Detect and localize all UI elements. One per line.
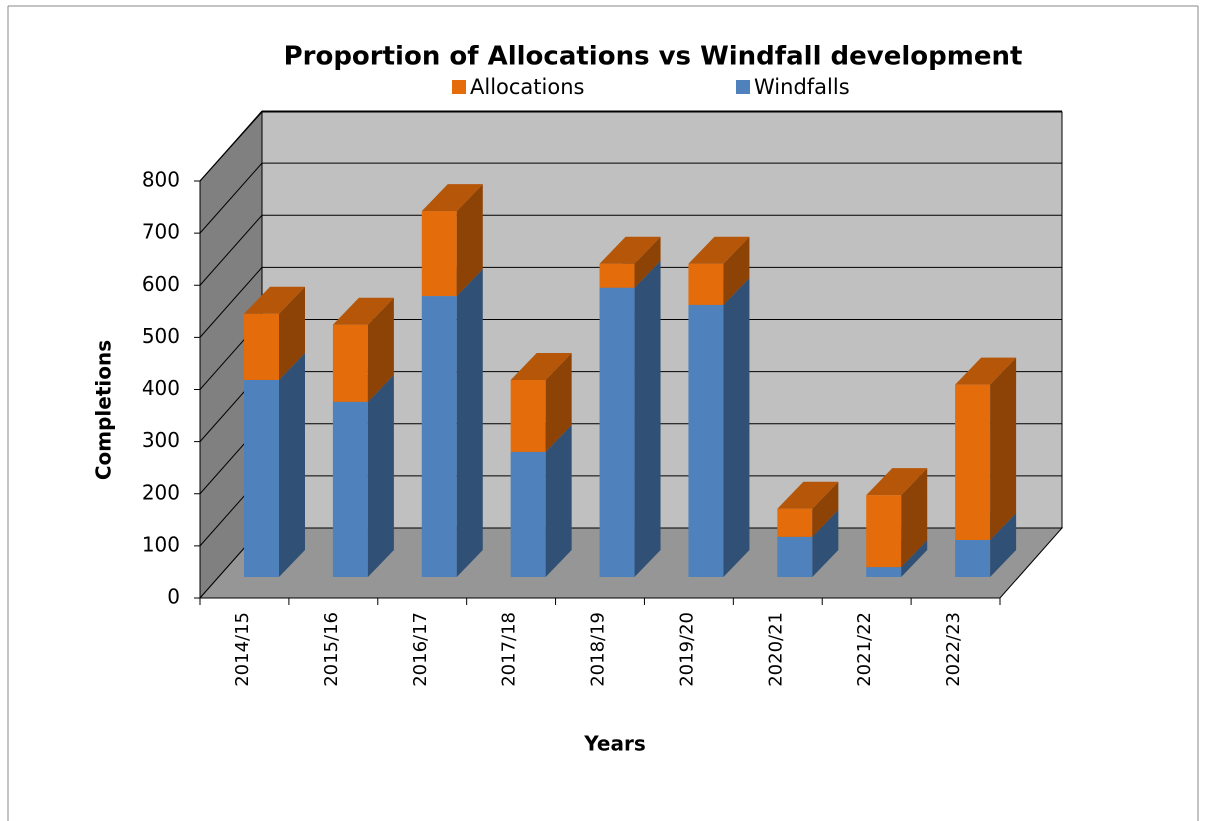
bar-side [367,297,394,402]
bar-front [688,304,724,577]
legend-swatch [452,80,466,94]
y-axis-label: Completions [92,340,116,480]
bar-side [990,357,1017,540]
legend-label: Allocations [470,75,584,99]
grid-line [199,110,263,182]
y-tick-label: 500 [142,324,180,348]
x-tick-label: 2022/23 [943,612,964,687]
y-tick-label: 400 [142,376,180,400]
bar-front [421,211,457,297]
bar-front [510,451,546,577]
grid-line [199,214,263,286]
bar-top [244,286,305,314]
x-tick-label: 2020/21 [765,612,786,687]
bar-top [688,236,750,264]
x-tick-label: 2018/19 [588,612,609,687]
bar-front [332,401,368,577]
bar-side [545,424,572,577]
bar-top [421,184,483,212]
bar-side [812,509,839,577]
y-tick-label: 300 [142,428,180,452]
y-tick-label: 0 [167,585,180,609]
bar-top [332,297,394,325]
x-tick-label: 2016/17 [410,612,431,687]
y-tick-label: 700 [142,220,180,244]
bar-front [777,536,813,577]
bar-side [545,352,572,452]
y-tick-label: 800 [142,168,180,192]
x-tick-label: 2017/18 [499,612,520,687]
bar-side [279,352,305,577]
x-tick-label: 2015/16 [321,612,342,687]
grid-line [199,162,263,234]
chart-title: Proportion of Allocations vs Windfall de… [284,42,1023,72]
bar-side [723,236,750,305]
bar-side [279,286,305,380]
bar-side [812,481,839,537]
bar-side [456,184,483,297]
bar-front [955,539,991,577]
bar-top [866,468,928,496]
bar-front [866,495,902,568]
bar-front [599,287,635,577]
x-tick-label: 2019/20 [676,612,697,687]
bar-top [777,481,839,509]
bar-side [367,374,394,577]
bar-side [990,512,1017,577]
legend-swatch [736,80,750,94]
bar-side [723,277,750,577]
bar-side [634,260,661,577]
y-tick-label: 600 [142,272,180,296]
bar-front [421,296,457,577]
legend-label: Windfalls [754,75,850,99]
bar-front [866,567,902,577]
y-tick-label: 200 [142,480,180,504]
bar-front [510,379,546,452]
bar-top [955,357,1017,385]
bar-front [244,313,279,380]
bar-side [901,468,928,568]
bar-front [777,508,813,537]
bar-front [332,324,368,402]
y-tick-label: 100 [142,532,180,556]
x-tick-label: 2021/22 [854,612,875,687]
x-tick-label: 2014/15 [232,612,253,687]
bar-front [955,384,991,540]
bar-front [599,263,635,288]
bar-top [510,352,572,380]
grid-line [199,267,263,338]
bar-side [901,540,928,577]
bar-side [634,236,661,288]
bar-top [599,236,661,264]
bar-side [456,269,483,577]
bar-front [244,379,279,577]
x-axis-label: Years [583,732,645,756]
bar-front [688,263,724,305]
